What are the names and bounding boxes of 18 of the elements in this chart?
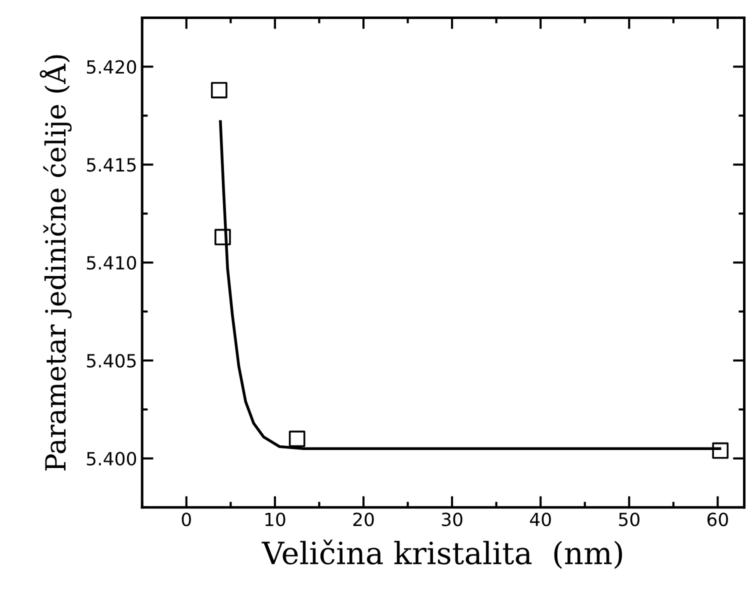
y-axis-title: Parametar jedinične ćelije (Å): [40, 55, 72, 471]
y-tick-label: 5.405: [86, 354, 136, 368]
x-tick-label: 40: [530, 512, 551, 526]
y-tick-label: 5.415: [86, 158, 136, 172]
x-axis-title: Veličina kristalita (nm): [262, 540, 622, 569]
point: [712, 442, 729, 459]
point: [214, 228, 231, 246]
y-tick-label: 5.420: [86, 60, 136, 74]
point: [210, 82, 228, 98]
x-tick-label: 60: [707, 512, 728, 526]
x-tick-label: 20: [353, 512, 374, 526]
point: [288, 430, 306, 448]
x-tick-label: 0: [182, 512, 191, 526]
y-tick-label: 5.400: [86, 452, 136, 466]
x-tick-label: 50: [619, 512, 640, 526]
x-tick-label: 10: [265, 512, 286, 526]
x-tick-label: 30: [442, 512, 462, 526]
y-tick-label: 5.410: [86, 256, 136, 270]
